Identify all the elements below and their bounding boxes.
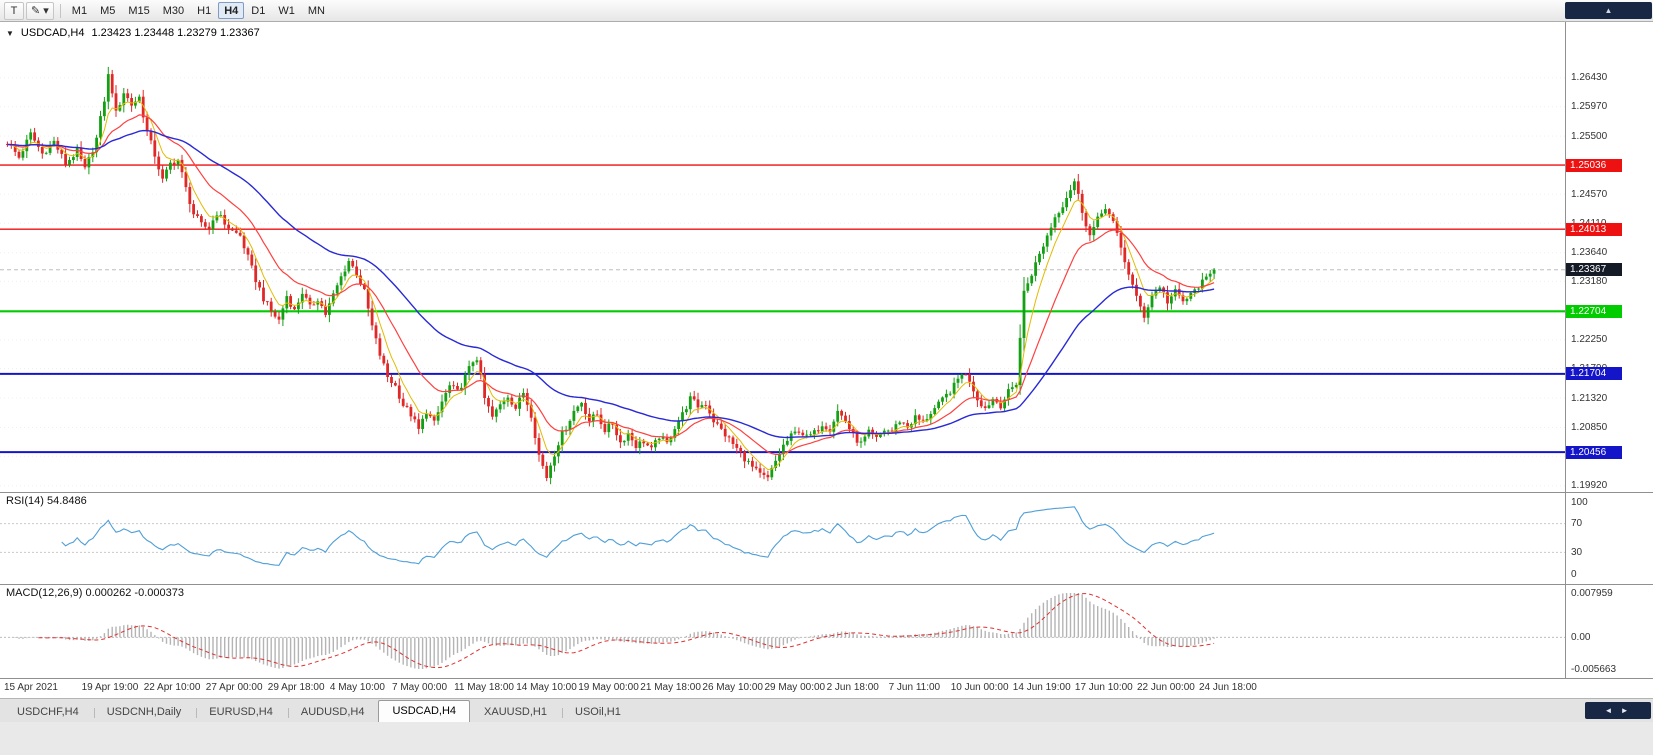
macd-tick-label: -0.005663: [1571, 663, 1617, 675]
time-label: 15 Apr 2021: [4, 682, 58, 693]
timeframe-button-group: M1 M5 M15 M30 H1 H4 D1 W1 MN: [66, 2, 331, 19]
level-price-label[interactable]: 1.20456: [1566, 445, 1622, 459]
chart-title: ▼ USDCAD,H4 1.23423 1.23448 1.23279 1.23…: [6, 27, 260, 39]
time-label: 27 Apr 00:00: [205, 682, 263, 693]
timeframe-button-mn[interactable]: MN: [302, 2, 331, 19]
chart-window: ▼ USDCAD,H4 1.23423 1.23448 1.23279 1.23…: [0, 22, 1653, 698]
chart-ohlc-values: 1.23423 1.23448 1.23279 1.23367: [91, 27, 260, 39]
toolbar-scroll-widget[interactable]: ▲: [1565, 2, 1652, 19]
macd-tick-label: 0.00: [1571, 631, 1591, 643]
time-label: 19 Apr 19:00: [81, 682, 139, 693]
main-chart-pane[interactable]: ▼ USDCAD,H4 1.23423 1.23448 1.23279 1.23…: [0, 22, 1565, 492]
price-axis[interactable]: 1.264301.259701.255001.250401.245701.241…: [1565, 22, 1653, 678]
time-label: 21 May 18:00: [640, 682, 701, 693]
chart-symbol-label: USDCAD,H4: [20, 27, 85, 39]
rsi-tick-label: 30: [1571, 546, 1583, 558]
chart-tabs-bar: USDCHF,H4 USDCNH,Daily EURUSD,H4 AUDUSD,H4 U…: [0, 698, 1653, 722]
candlestick-chart[interactable]: [0, 22, 1565, 492]
time-label: 19 May 00:00: [578, 682, 639, 693]
macd-indicator-pane[interactable]: MACD(12,26,9) 0.000262 -0.000373: [0, 584, 1565, 678]
tab-usdchf-h4[interactable]: USDCHF,H4: [17, 706, 79, 718]
price-tick-label: 1.22250: [1571, 334, 1608, 346]
tab-xauusd-h1[interactable]: XAUUSD,H1: [484, 706, 547, 718]
time-label: 29 May 00:00: [764, 682, 826, 693]
price-tick-label: 1.20850: [1571, 422, 1608, 433]
level-price-label[interactable]: 1.21704: [1566, 367, 1622, 381]
tab-usdcnh-daily[interactable]: USDCNH,Daily: [93, 702, 196, 722]
current-price-label: 1.23367: [1566, 263, 1622, 277]
time-label: 22 Jun 00:00: [1137, 682, 1195, 693]
time-label: 22 Apr 10:00: [143, 682, 201, 693]
time-label: 17 Jun 10:00: [1074, 682, 1133, 693]
rsi-label: RSI(14) 54.8486: [6, 495, 87, 507]
time-label: 7 Jun 11:00: [888, 682, 941, 693]
rsi-tick-label: 0: [1571, 568, 1577, 580]
pane-separator[interactable]: [0, 584, 1653, 585]
price-tick-label: 1.23180: [1571, 275, 1608, 287]
time-label: 29 Apr 18:00: [267, 682, 325, 693]
tab-scroll-widget[interactable]: ◄ ►: [1585, 702, 1651, 719]
pane-separator[interactable]: [0, 492, 1653, 493]
tab-eurusd-h4[interactable]: EURUSD,H4: [195, 702, 287, 722]
time-label: 11 May 18:00: [454, 682, 514, 693]
timeframe-button-m30[interactable]: M30: [157, 2, 190, 19]
time-label: 4 May 10:00: [329, 682, 385, 693]
macd-chart[interactable]: [0, 584, 1565, 678]
timeframe-button-h1[interactable]: H1: [191, 2, 217, 19]
timeframe-button-h4[interactable]: H4: [218, 2, 245, 19]
time-label: 14 May 10:00: [516, 682, 577, 693]
rsi-indicator-pane[interactable]: RSI(14) 54.8486: [0, 492, 1565, 584]
status-strip: [0, 722, 1653, 755]
price-tick-label: 1.21320: [1571, 392, 1608, 404]
time-label: 10 Jun 00:00: [950, 682, 1009, 693]
drawing-tools-button[interactable]: ✎ ▾: [26, 1, 54, 20]
rsi-tick-label: 70: [1571, 518, 1583, 530]
tab-audusd-h4[interactable]: AUDUSD,H4: [287, 702, 379, 722]
tab-usoil-h1[interactable]: USOil,H1: [561, 702, 635, 722]
templates-button[interactable]: T: [4, 1, 24, 20]
tab-usdcad-h4[interactable]: USDCAD,H4: [378, 700, 471, 722]
time-label: 7 May 00:00: [392, 682, 448, 693]
timeframe-button-w1[interactable]: W1: [272, 2, 301, 19]
level-price-label[interactable]: 1.25036: [1566, 158, 1622, 172]
timeframe-button-m15[interactable]: M15: [122, 2, 155, 19]
scroll-up-icon: ▲: [1604, 6, 1613, 15]
price-tick-label: 1.23640: [1571, 247, 1608, 259]
tab-scroll-arrows-icon: ◄ ►: [1604, 706, 1632, 715]
main-toolbar: T ✎ ▾ M1 M5 M15 M30 H1 H4 D1 W1 MN ▲: [0, 0, 1653, 22]
level-price-label[interactable]: 1.24013: [1566, 222, 1622, 236]
time-label: 26 May 10:00: [702, 682, 763, 693]
time-axis-separator: [0, 678, 1653, 679]
rsi-chart[interactable]: [0, 492, 1565, 584]
time-label: 24 Jun 18:00: [1199, 682, 1257, 693]
rsi-tick-label: 100: [1571, 496, 1588, 508]
price-tick-label: 1.24570: [1571, 188, 1608, 200]
time-label: 2 Jun 18:00: [826, 682, 879, 693]
timeframe-button-m1[interactable]: M1: [66, 2, 93, 19]
price-tick-label: 1.25500: [1571, 130, 1608, 142]
price-tick-label: 1.19920: [1571, 480, 1608, 492]
time-axis[interactable]: 15 Apr 2021 19 Apr 19:00 22 Apr 10:00 27 Ap…: [0, 678, 1653, 698]
macd-label: MACD(12,26,9) 0.000262 -0.000373: [6, 587, 184, 599]
price-tick-label: 1.26430: [1571, 72, 1608, 84]
tab-strip: USDCHF,H4 USDCNH,Daily EURUSD,H4 AUDUSD,H4 U…: [0, 699, 635, 722]
level-price-label[interactable]: 1.22704: [1566, 304, 1622, 318]
timeframe-button-d1[interactable]: D1: [245, 2, 271, 19]
macd-tick-label: 0.007959: [1571, 587, 1613, 599]
timeframe-button-m5[interactable]: M5: [94, 2, 121, 19]
price-tick-label: 1.25970: [1571, 101, 1608, 113]
time-label: 14 Jun 19:00: [1012, 682, 1071, 693]
toolbar-divider: [59, 3, 61, 18]
chart-dropdown-icon[interactable]: ▼: [6, 28, 14, 38]
